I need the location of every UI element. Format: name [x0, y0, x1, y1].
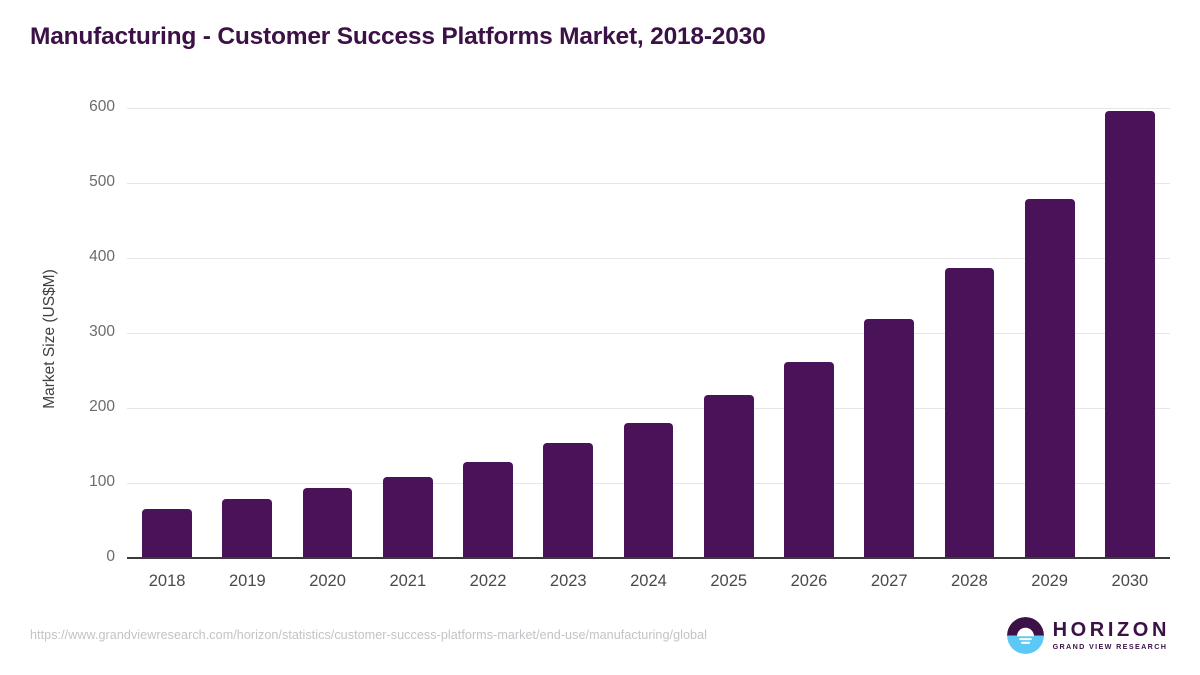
bar[interactable] [543, 443, 594, 558]
bar[interactable] [382, 477, 433, 558]
y-tick-label: 600 [89, 98, 115, 115]
horizon-sun-circle-icon [1006, 617, 1044, 654]
y-tick-label: 500 [89, 173, 115, 190]
bar[interactable] [142, 509, 192, 558]
x-tick-label: 2028 [951, 572, 988, 590]
gridline [127, 258, 1170, 259]
x-tick-label: 2024 [630, 572, 667, 590]
page-title: Manufacturing - Customer Success Platfor… [30, 23, 766, 50]
logo-wordmark: HORIZON [1052, 619, 1170, 642]
gridline [127, 333, 1170, 334]
horizon-logo[interactable]: HORIZON GRAND VIEW RESEARCH [1006, 617, 1170, 654]
bar[interactable] [1105, 111, 1155, 558]
x-tick-label: 2027 [870, 572, 908, 590]
bar[interactable] [222, 498, 273, 558]
x-tick-label: 2019 [228, 572, 266, 590]
x-tick-label: 2020 [309, 572, 346, 590]
x-tick-label: 2026 [790, 572, 828, 590]
gridline [127, 408, 1170, 409]
x-axis-line [127, 557, 1170, 559]
x-tick-label: 2025 [710, 572, 748, 590]
x-tick-label: 2029 [1031, 572, 1068, 590]
x-tick-label: 2018 [148, 572, 186, 590]
bar[interactable] [463, 462, 513, 558]
source-url[interactable]: https://www.grandviewresearch.com/horizo… [30, 628, 707, 642]
y-tick-label: 400 [89, 248, 115, 265]
x-tick-label: 2023 [549, 572, 587, 590]
x-tick-label: 2030 [1111, 572, 1149, 590]
bar[interactable] [1024, 198, 1075, 558]
y-tick-label: 300 [89, 323, 115, 340]
bar[interactable] [703, 395, 754, 558]
y-axis-ticks: 0 100 200 300 400 500 600 [55, 0, 115, 675]
logo-text-block: HORIZON GRAND VIEW RESEARCH [1053, 620, 1170, 650]
gridline [127, 108, 1170, 109]
y-tick-label: 100 [89, 473, 115, 490]
y-tick-label: 200 [89, 398, 115, 415]
gridline [127, 183, 1170, 184]
bar[interactable] [623, 423, 674, 558]
x-tick-label: 2021 [389, 572, 427, 590]
logo-tagline: GRAND VIEW RESEARCH [1052, 642, 1168, 652]
bar[interactable] [864, 318, 915, 558]
bar[interactable] [944, 267, 995, 558]
y-tick-label: 0 [106, 548, 115, 565]
bar[interactable] [784, 362, 834, 558]
x-tick-label: 2022 [469, 572, 507, 590]
bar[interactable] [302, 488, 353, 558]
